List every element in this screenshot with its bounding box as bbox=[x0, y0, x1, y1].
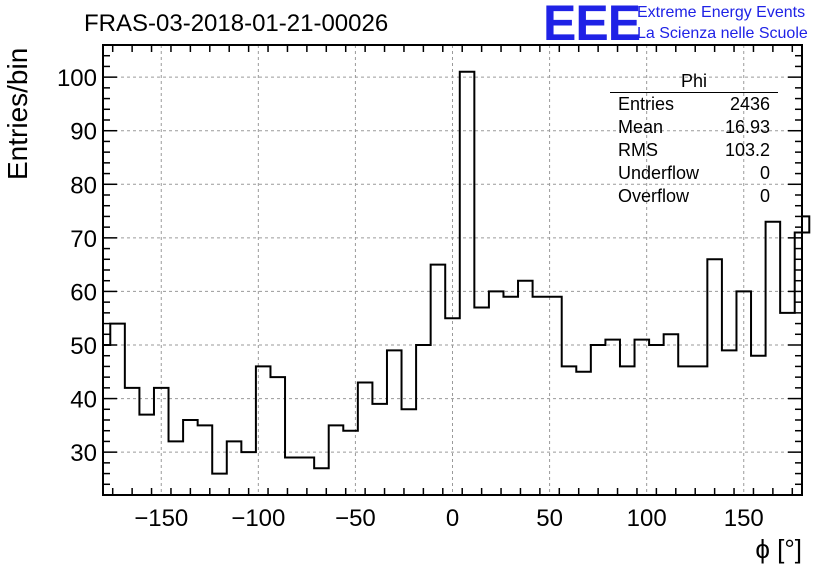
eee-logo: EEE bbox=[543, 0, 641, 51]
stats-row-entries: Entries 2436 bbox=[610, 93, 778, 116]
stats-value: 16.93 bbox=[724, 117, 770, 137]
y-tick-label: 40 bbox=[70, 387, 97, 414]
stats-label: RMS bbox=[618, 140, 658, 160]
histogram-line bbox=[103, 70, 811, 475]
stats-value: 0 bbox=[759, 163, 770, 183]
brand-line-1: Extreme Energy Events bbox=[637, 4, 806, 21]
y-tick-label: 100 bbox=[57, 65, 97, 92]
stats-row-overflow: Overflow 0 bbox=[610, 185, 778, 208]
stats-box: Phi Entries 2436 Mean 16.93 RMS 103.2 Un… bbox=[610, 70, 778, 208]
y-tick-label: 30 bbox=[70, 440, 97, 467]
stats-label: Entries bbox=[618, 94, 675, 114]
x-tick-label: 50 bbox=[536, 505, 563, 532]
y-tick-label: 80 bbox=[70, 172, 97, 199]
y-tick-label: 60 bbox=[70, 279, 97, 306]
x-tick-label: 150 bbox=[724, 505, 764, 532]
stats-label: Underflow bbox=[618, 163, 700, 183]
y-tick-label: 70 bbox=[70, 226, 97, 253]
stats-value: 103.2 bbox=[724, 140, 770, 160]
y-tick-label: 90 bbox=[70, 119, 97, 146]
y-tick-label: 50 bbox=[70, 333, 97, 360]
y-axis-label: Entries/bin bbox=[2, 47, 33, 180]
stats-row-rms: RMS 103.2 bbox=[610, 139, 778, 162]
stats-row-underflow: Underflow 0 bbox=[610, 162, 778, 185]
stats-row-mean: Mean 16.93 bbox=[610, 116, 778, 139]
stats-histogram-name: Phi bbox=[610, 70, 778, 93]
x-tick-label: −50 bbox=[335, 505, 376, 532]
x-axis-label: ϕ [°] bbox=[755, 534, 802, 564]
x-tick-label: 0 bbox=[446, 505, 459, 532]
stats-value: 2436 bbox=[729, 94, 770, 114]
chart-title: FRAS-03-2018-01-21-00026 bbox=[84, 10, 389, 37]
x-tick-label: 100 bbox=[627, 505, 667, 532]
x-tick-label: −100 bbox=[231, 505, 285, 532]
x-tick-label: −150 bbox=[134, 505, 188, 532]
stats-label: Overflow bbox=[618, 186, 690, 206]
stats-value: 0 bbox=[759, 186, 770, 206]
stats-label: Mean bbox=[618, 117, 664, 137]
brand-line-2: La Scienza nelle Scuole bbox=[637, 25, 808, 42]
